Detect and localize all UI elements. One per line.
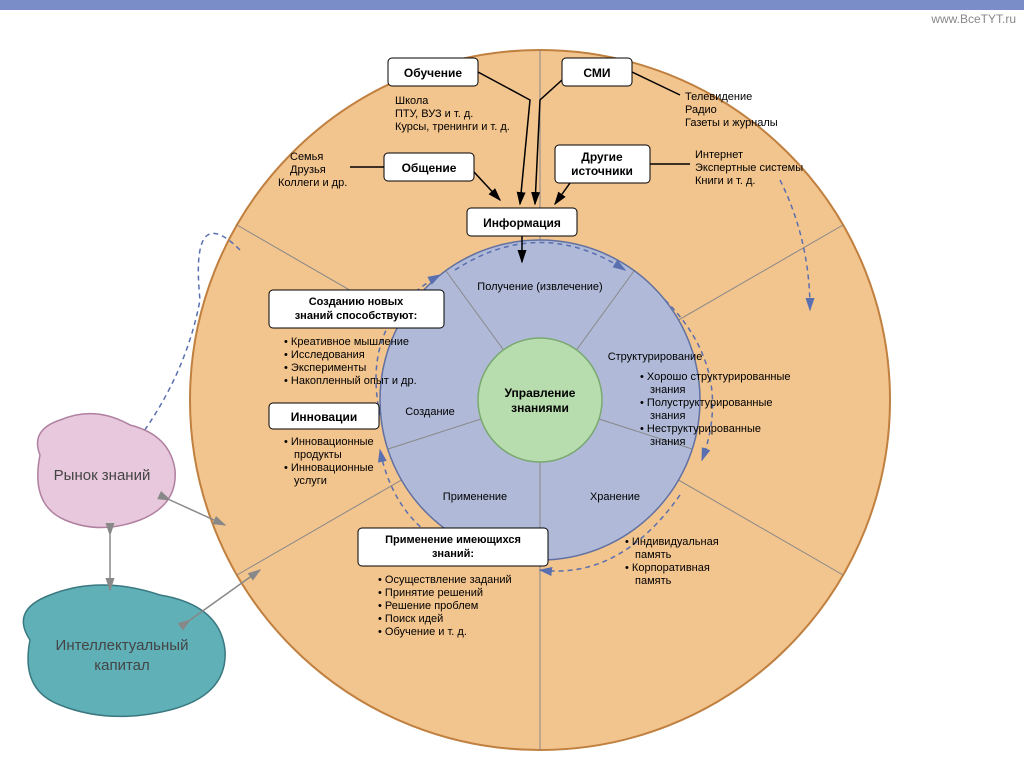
svg-text:Общение: Общение (402, 161, 457, 175)
svg-text:• Креативное мышление: • Креативное мышление (284, 336, 409, 348)
svg-text:Применение имеющихся: Применение имеющихся (385, 534, 521, 546)
svg-text:• Индивидуальная: • Индивидуальная (625, 536, 719, 548)
seg-3: Применение (443, 491, 507, 503)
seg-4: Создание (405, 406, 455, 418)
diagram-canvas: Управление знаниями Получение (извлечени… (0, 0, 1024, 767)
svg-text:знания: знания (650, 436, 685, 448)
svg-text:Друзья: Друзья (290, 164, 326, 176)
svg-text:Другие: Другие (581, 150, 623, 164)
svg-text:• Инновационные: • Инновационные (284, 436, 374, 448)
svg-text:знаний:: знаний: (432, 548, 474, 560)
svg-text:Экспертные системы: Экспертные системы (695, 162, 803, 174)
seg-0: Получение (извлечение) (477, 281, 602, 293)
svg-text:Созданию новых: Созданию новых (309, 296, 404, 308)
blob-pink: Рынок знаний (38, 414, 176, 528)
svg-text:капитал: капитал (94, 657, 150, 674)
svg-text:• Накопленный опыт и др.: • Накопленный опыт и др. (284, 375, 417, 387)
svg-text:память: память (635, 549, 672, 561)
svg-text:• Принятие решений: • Принятие решений (378, 587, 483, 599)
svg-text:Семья: Семья (290, 151, 323, 163)
svg-text:источники: источники (571, 164, 633, 178)
center-label-1: Управление (505, 386, 576, 400)
seg-2: Хранение (590, 491, 640, 503)
blob-teal: Интеллектуальный капитал (23, 585, 225, 716)
svg-text:• Полуструктурированные: • Полуструктурированные (640, 397, 773, 409)
svg-text:Рынок знаний: Рынок знаний (54, 467, 151, 484)
svg-text:Информация: Информация (483, 216, 561, 230)
svg-text:Радио: Радио (685, 104, 717, 116)
svg-text:Телевидение: Телевидение (685, 91, 752, 103)
svg-text:Коллеги и др.: Коллеги и др. (278, 177, 347, 189)
svg-text:Школа: Школа (395, 95, 429, 107)
svg-text:• Решение проблем: • Решение проблем (378, 600, 478, 612)
svg-text:• Осуществление заданий: • Осуществление заданий (378, 574, 512, 586)
svg-text:• Корпоративная: • Корпоративная (625, 562, 710, 574)
svg-text:память: память (635, 575, 672, 587)
svg-text:ПТУ, ВУЗ и т. д.: ПТУ, ВУЗ и т. д. (395, 108, 473, 120)
svg-text:продукты: продукты (294, 449, 342, 461)
svg-text:• Хорошо структурированные: • Хорошо структурированные (640, 371, 791, 383)
svg-text:знаний способствуют:: знаний способствуют: (295, 310, 418, 322)
svg-text:• Эксперименты: • Эксперименты (284, 362, 366, 374)
svg-text:Инновации: Инновации (291, 410, 357, 424)
seg-1: Структурирование (608, 351, 703, 363)
svg-text:Курсы, тренинги и т. д.: Курсы, тренинги и т. д. (395, 121, 510, 133)
center-label-2: знаниями (511, 401, 569, 415)
svg-text:Книги и т. д.: Книги и т. д. (695, 175, 755, 187)
svg-text:СМИ: СМИ (583, 66, 610, 80)
svg-text:услуги: услуги (294, 475, 327, 487)
svg-text:• Обучение и т. д.: • Обучение и т. д. (378, 626, 467, 638)
svg-text:Интернет: Интернет (695, 149, 743, 161)
svg-text:• Инновационные: • Инновационные (284, 462, 374, 474)
svg-text:знания: знания (650, 410, 685, 422)
svg-text:Обучение: Обучение (404, 66, 463, 80)
svg-text:• Исследования: • Исследования (284, 349, 365, 361)
svg-text:• Неструктурированные: • Неструктурированные (640, 423, 761, 435)
svg-text:Интеллектуальный: Интеллектуальный (56, 637, 189, 654)
svg-text:знания: знания (650, 384, 685, 396)
svg-text:Газеты и журналы: Газеты и журналы (685, 117, 778, 129)
svg-text:• Поиск идей: • Поиск идей (378, 613, 443, 625)
